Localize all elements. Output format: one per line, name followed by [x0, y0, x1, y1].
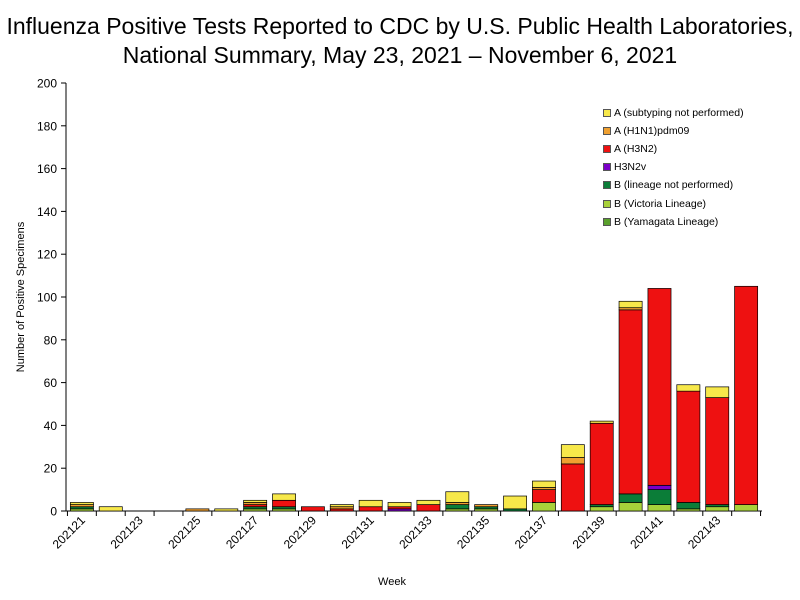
chart-title-line-1: Influenza Positive Tests Reported to CDC… — [6, 13, 794, 39]
y-axis-title: Number of Positive Specimens — [15, 221, 27, 372]
legend-item: A (H3N2) — [603, 140, 793, 158]
bar-segment — [416, 504, 441, 512]
legend: A (subtyping not performed) A (H1N1)pdm09… — [603, 104, 793, 231]
bar-segment — [445, 504, 470, 510]
legend-swatch — [603, 163, 611, 172]
bar-segment — [618, 309, 643, 495]
x-tick-label: 202121 — [50, 513, 88, 551]
bar-segment — [560, 463, 585, 512]
bar-segment — [445, 491, 470, 503]
x-tick-label: 202129 — [281, 513, 319, 551]
bar-segment — [416, 499, 441, 505]
y-tick-label: 40 — [44, 419, 58, 433]
y-tick-label: 160 — [37, 162, 57, 176]
bar-segment — [329, 504, 354, 508]
chart-title-line-2: National Summary, May 23, 2021 – Novembe… — [122, 42, 678, 68]
bar-segment — [532, 502, 556, 512]
y-tick-label: 60 — [44, 376, 58, 390]
legend-item: A (subtyping not performed) — [603, 104, 793, 122]
bar-segment — [69, 502, 94, 505]
legend-label: B (lineage not performed) — [614, 179, 734, 192]
x-axis: 202121 202123 202125 202127 202129 202131 2021… — [50, 510, 762, 551]
legend-item: B (Victoria Lineage) — [603, 194, 793, 212]
legend-swatch — [603, 199, 611, 208]
bar-segment — [532, 480, 556, 488]
bar-segment — [734, 285, 759, 505]
legend-item: B (lineage not performed) — [603, 176, 793, 194]
chart-title: Influenza Positive Tests Reported to CDC… — [0, 12, 800, 70]
x-tick-label: 202139 — [570, 513, 608, 551]
bar-segment — [358, 506, 383, 512]
legend-label: A (H3N2) — [614, 143, 658, 156]
legend-swatch — [603, 109, 611, 118]
x-tick-label: 202125 — [165, 513, 203, 551]
bar-segment — [589, 506, 614, 512]
x-tick-label: 202131 — [339, 513, 377, 551]
bar-segment — [474, 504, 499, 508]
x-tick-label: 202123 — [108, 513, 146, 551]
legend-label: H3N2v — [614, 161, 647, 174]
legend-label: B (Victoria Lineage) — [614, 197, 707, 210]
y-tick-label: 180 — [37, 119, 57, 133]
y-axis: 0 20 40 60 80 100 120 140 160 180 200 — [37, 77, 67, 519]
bar-segment — [272, 493, 296, 501]
bar-segment — [618, 300, 643, 309]
y-tick-label: 20 — [44, 462, 58, 476]
legend-item: A (H1N1)pdm09 — [603, 122, 793, 140]
legend-label: A (H1N1)pdm09 — [614, 125, 690, 138]
bar-segment — [676, 390, 701, 503]
bar-segment — [618, 502, 643, 512]
bar-segment — [647, 484, 672, 490]
bar-segment — [532, 489, 556, 503]
legend-swatch — [603, 145, 611, 154]
bars-group — [69, 285, 759, 512]
bar-segment — [503, 495, 527, 510]
bar-segment — [214, 508, 239, 512]
legend-swatch — [603, 127, 611, 136]
bar-segment — [560, 444, 585, 458]
bar-segment — [647, 504, 672, 512]
y-tick-label: 0 — [50, 505, 57, 519]
y-tick-label: 120 — [37, 248, 57, 262]
x-tick-label: 202127 — [223, 513, 261, 551]
legend-label: B (Yamagata Lineage) — [614, 215, 719, 228]
bar-segment — [705, 506, 730, 512]
bar-segment — [301, 506, 325, 512]
y-tick-label: 200 — [37, 77, 57, 91]
bar-segment — [705, 386, 730, 398]
legend-swatch — [603, 181, 611, 190]
bar-segment — [589, 422, 614, 505]
bar-segment — [734, 504, 759, 512]
x-tick-label: 202137 — [512, 513, 550, 551]
bar-segment — [647, 489, 672, 505]
bar-segment — [387, 502, 412, 508]
bar-segment — [272, 499, 296, 508]
y-tick-label: 80 — [44, 333, 58, 347]
bar-segment — [185, 508, 210, 512]
x-tick-label: 202135 — [454, 513, 492, 551]
x-tick-label: 202143 — [685, 513, 723, 551]
bar-segment — [705, 397, 730, 505]
bar-segment — [98, 506, 123, 512]
bar-segment — [589, 420, 614, 424]
y-tick-label: 140 — [37, 205, 57, 219]
legend-item: H3N2v — [603, 158, 793, 176]
legend-label: A (subtyping not performed) — [614, 107, 744, 120]
y-tick-label: 100 — [37, 291, 57, 305]
bar-segment — [676, 502, 701, 510]
bar-segment — [676, 384, 701, 392]
bar-segment — [647, 288, 672, 486]
x-axis-title: Week — [378, 576, 406, 588]
legend-swatch — [603, 217, 611, 226]
bar-segment — [618, 493, 643, 503]
x-tick-label: 202133 — [396, 513, 434, 551]
legend-item: B (Yamagata Lineage) — [603, 213, 793, 231]
bar-segment — [560, 457, 585, 465]
x-tick-label: 202141 — [627, 513, 665, 551]
bar-segment — [243, 499, 268, 503]
bar-segment — [358, 499, 383, 508]
